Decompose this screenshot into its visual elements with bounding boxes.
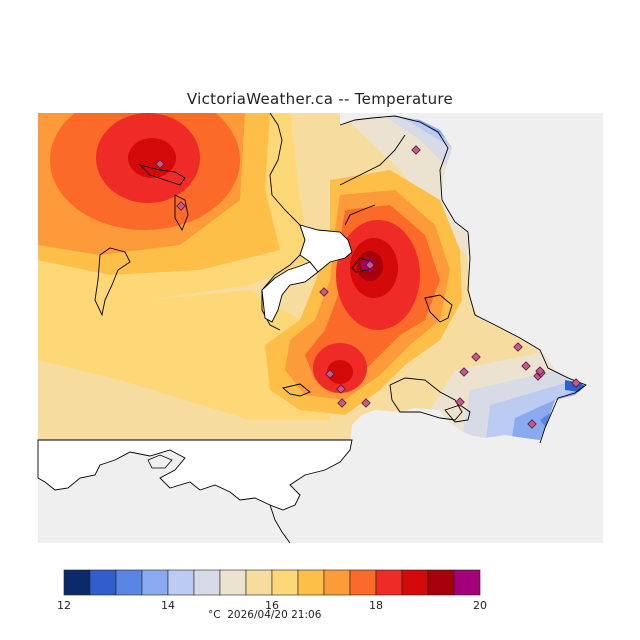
esquimalt-land bbox=[299, 224, 353, 273]
station-marker[interactable] bbox=[535, 366, 545, 376]
station-marker[interactable] bbox=[455, 397, 465, 407]
colorbar: 12 14 16 18 20 bbox=[57, 569, 487, 612]
colorbar-cell bbox=[89, 569, 117, 596]
station-marker[interactable] bbox=[336, 384, 346, 394]
colorbar-cell bbox=[427, 569, 455, 596]
station-marker[interactable] bbox=[411, 145, 421, 155]
timestamp: °C 2026/04/20 21:06 bbox=[208, 609, 322, 621]
colorbar-cell bbox=[141, 569, 169, 596]
metchosin-land bbox=[261, 261, 319, 323]
colorbar-cell bbox=[115, 569, 143, 596]
colorbar-tick-label: 20 bbox=[473, 599, 487, 612]
coastline-inlet bbox=[339, 134, 406, 186]
colorbar-tick-label: 18 bbox=[369, 599, 383, 612]
station-marker[interactable] bbox=[176, 201, 186, 211]
island-2 bbox=[174, 194, 189, 232]
island-3 bbox=[138, 164, 186, 186]
station-marker[interactable] bbox=[527, 419, 537, 429]
map-title: VictoriaWeather.ca -- Temperature bbox=[186, 90, 454, 108]
south-shore-coast bbox=[269, 504, 291, 544]
colorbar-cell bbox=[167, 569, 195, 596]
colorbar-cell bbox=[297, 569, 325, 596]
colorbar-cell bbox=[193, 569, 221, 596]
station-marker[interactable] bbox=[361, 398, 371, 408]
colorbar-cell bbox=[401, 569, 429, 596]
colorbar-cell bbox=[219, 569, 247, 596]
coastline-inlet-2 bbox=[344, 204, 376, 226]
station-marker[interactable] bbox=[513, 342, 523, 352]
south-shore-land bbox=[37, 439, 353, 511]
station-marker[interactable] bbox=[325, 369, 335, 379]
colorbar-tick-label: 16 bbox=[265, 599, 279, 612]
colorbar-cell bbox=[375, 569, 403, 596]
coastline-saanich bbox=[339, 115, 587, 444]
colorbar-cell bbox=[349, 569, 377, 596]
victoria-harbour bbox=[389, 377, 463, 421]
colorbar-tick-label: 12 bbox=[57, 599, 71, 612]
weather-stations bbox=[155, 145, 581, 429]
station-marker[interactable] bbox=[319, 287, 329, 297]
colorbar-cell bbox=[453, 569, 481, 596]
temperature-map bbox=[37, 113, 603, 544]
colorbar-cell bbox=[271, 569, 299, 596]
station-marker[interactable] bbox=[571, 378, 581, 388]
island-7 bbox=[444, 404, 471, 423]
colorbar-cell bbox=[245, 569, 273, 596]
station-marker[interactable] bbox=[337, 398, 347, 408]
island-5 bbox=[282, 383, 311, 397]
island-1 bbox=[94, 247, 131, 317]
colorbar-cell bbox=[323, 569, 351, 596]
south-island bbox=[147, 454, 173, 469]
colorbar-cell bbox=[63, 569, 91, 596]
station-marker[interactable] bbox=[459, 367, 469, 377]
colorbar-tick-label: 14 bbox=[161, 599, 175, 612]
station-marker[interactable] bbox=[155, 159, 165, 169]
station-marker[interactable] bbox=[521, 361, 531, 371]
island-4 bbox=[424, 294, 453, 323]
station-marker[interactable] bbox=[365, 260, 375, 270]
station-marker[interactable] bbox=[471, 352, 481, 362]
